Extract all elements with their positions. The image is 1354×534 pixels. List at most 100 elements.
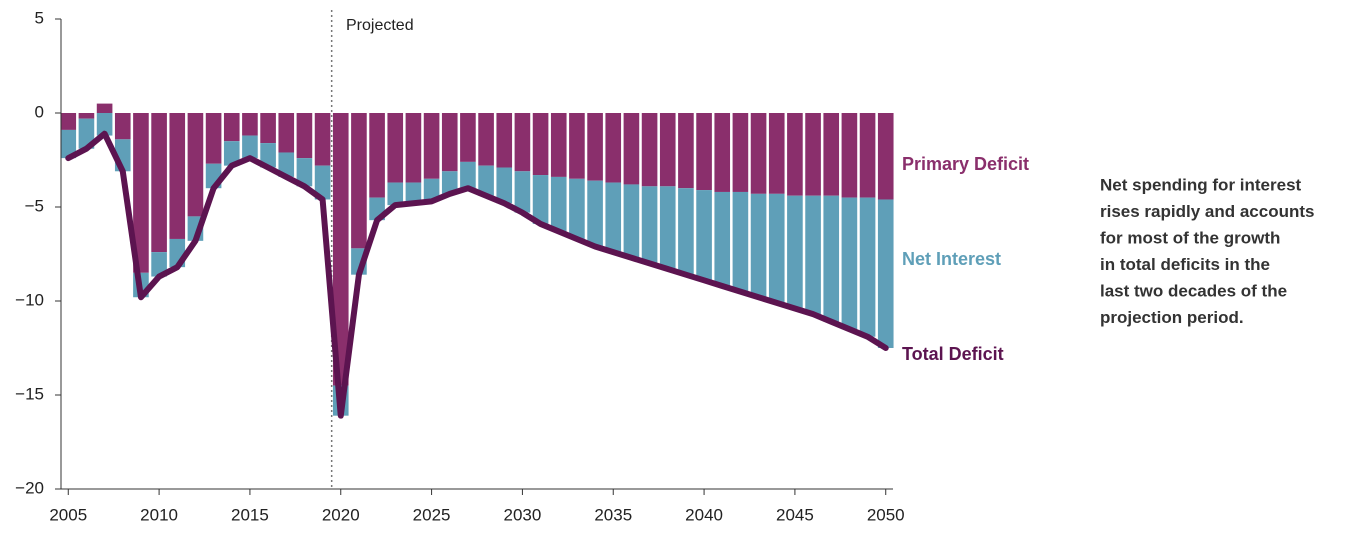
bar-primary [514, 113, 531, 172]
bar-interest [841, 197, 858, 330]
bar-primary [750, 113, 767, 194]
x-tick-label: 2025 [413, 505, 451, 524]
bar-interest [550, 176, 567, 232]
x-tick-label: 2020 [322, 505, 360, 524]
bar-interest [441, 171, 458, 194]
bar-interest [423, 178, 440, 202]
bar-primary [659, 113, 676, 187]
bar-interest [405, 182, 422, 204]
bar-primary [314, 113, 331, 166]
bar-primary [460, 113, 476, 162]
bar-interest [678, 188, 694, 275]
bar-interest [314, 165, 331, 200]
y-tick-label: −20 [15, 478, 44, 497]
bar-interest [787, 195, 803, 309]
bar-primary [332, 113, 349, 386]
bar-primary [841, 113, 858, 198]
note-line: Net spending for interest [1100, 175, 1302, 194]
bar-primary [787, 113, 803, 196]
bar-interest [532, 175, 549, 224]
x-tick-label: 2015 [231, 505, 269, 524]
bar-primary [623, 113, 640, 185]
bar-primary [496, 113, 513, 168]
bar-primary [877, 113, 894, 200]
y-tick-label: 0 [35, 102, 44, 121]
y-tick-label: −5 [25, 196, 44, 215]
x-tick-label: 2010 [140, 505, 178, 524]
bar-primary [278, 113, 295, 153]
bar-interest [278, 152, 295, 177]
bar-primary [696, 113, 712, 191]
y-tick-label: −10 [15, 290, 44, 309]
bar-interest [877, 199, 894, 348]
bar-primary [133, 113, 149, 273]
bar-interest [387, 182, 404, 206]
bar-primary [187, 113, 204, 217]
x-tick-label: 2040 [685, 505, 723, 524]
bar-interest [78, 118, 95, 149]
note-line: projection period. [1100, 308, 1244, 327]
x-tick-label: 2005 [49, 505, 87, 524]
bar-primary [732, 113, 749, 192]
bar-interest [823, 195, 840, 322]
bar-interest [641, 186, 658, 264]
bar-interest [605, 182, 622, 253]
bar-interest [696, 190, 712, 281]
bar-interest [496, 167, 513, 204]
bar-primary [351, 113, 367, 249]
bar-primary [678, 113, 694, 189]
bar-primary [223, 113, 240, 142]
bar-interest [732, 191, 749, 292]
bar-interest [805, 195, 821, 315]
bar-interest [96, 113, 113, 136]
x-tick-label: 2050 [867, 505, 905, 524]
bar-primary [569, 113, 585, 179]
bar-primary [405, 113, 422, 183]
bar-interest [623, 184, 640, 258]
bar-primary [532, 113, 549, 176]
bar-primary [260, 113, 276, 144]
x-tick-label: 2045 [776, 505, 814, 524]
note-line: for most of the growth [1100, 228, 1280, 247]
bar-primary [387, 113, 404, 183]
bar-primary [478, 113, 494, 166]
bar-primary [441, 113, 458, 172]
bar-primary [805, 113, 821, 196]
bar-primary [714, 113, 731, 192]
bar-primary [859, 113, 876, 198]
bar-interest [296, 158, 313, 187]
bar-interest [569, 178, 585, 239]
series-label: Net Interest [902, 249, 1001, 269]
bar-primary [114, 113, 131, 140]
series-label: Primary Deficit [902, 154, 1029, 174]
bar-primary [768, 113, 785, 194]
bar-primary [151, 113, 167, 253]
bar-primary [641, 113, 658, 187]
bar-primary [60, 113, 77, 130]
bar-interest [750, 193, 767, 298]
bar-primary [78, 113, 95, 119]
x-tick-label: 2035 [594, 505, 632, 524]
annotation: Projected [346, 17, 414, 34]
bar-primary [823, 113, 840, 196]
bar-interest [768, 193, 785, 303]
y-tick-label: −15 [15, 384, 44, 403]
bar-primary [550, 113, 567, 177]
bar-primary [587, 113, 603, 181]
bar-interest [714, 191, 731, 286]
bar-interest [151, 252, 167, 277]
series-label: Total Deficit [902, 344, 1004, 364]
bar-interest [60, 129, 77, 159]
bar-primary [242, 113, 258, 136]
bar-interest [242, 135, 258, 159]
bar-primary [296, 113, 313, 159]
bar-primary [169, 113, 186, 239]
bar-interest [223, 141, 240, 166]
bar-interest [587, 180, 603, 247]
bar-primary [605, 113, 622, 183]
bar-interest [659, 186, 676, 270]
note-line: last two decades of the [1100, 281, 1287, 300]
bar-primary [369, 113, 385, 198]
bar-interest [514, 171, 531, 213]
bar-primary [205, 113, 222, 164]
